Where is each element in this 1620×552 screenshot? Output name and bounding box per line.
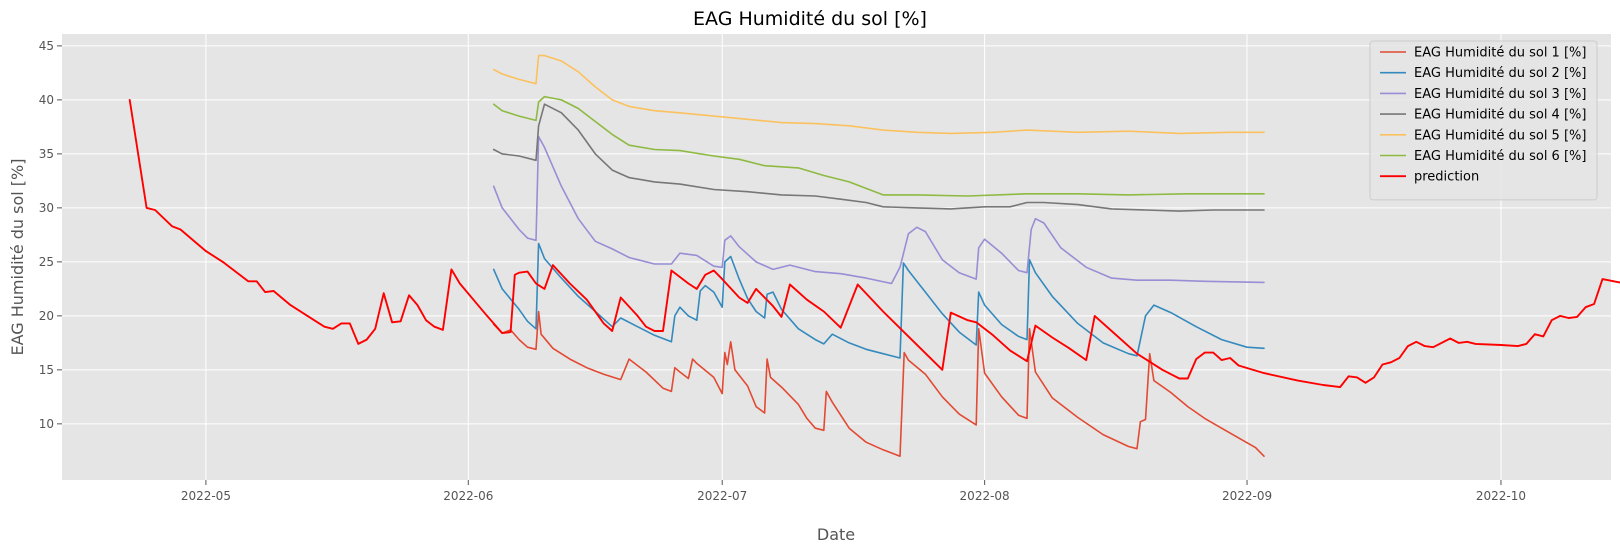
x-tick-label: 2022-08 xyxy=(960,489,1010,503)
y-tick-label: 15 xyxy=(39,363,54,377)
legend-box xyxy=(1369,40,1598,201)
legend-entry: EAG Humidité du sol 5 [%] xyxy=(1414,128,1586,143)
series-line-4 xyxy=(492,103,1265,212)
legend-entry: EAG Humidité du sol 1 [%] xyxy=(1414,46,1586,61)
legend-entry: EAG Humidité du sol 6 [%] xyxy=(1414,149,1586,164)
legend-entry: EAG Humidité du sol 4 [%] xyxy=(1414,108,1586,123)
series-line-5 xyxy=(492,54,1265,135)
y-tick-label: 45 xyxy=(39,39,54,53)
y-axis-label: EAG Humidité du sol [%] xyxy=(8,159,27,356)
x-axis-label: Date xyxy=(817,525,855,544)
x-tick-label: 2022-06 xyxy=(443,489,493,503)
y-tick-label: 10 xyxy=(39,417,54,431)
legend: EAG Humidité du sol 1 [%] EAG Humidité du… xyxy=(1369,40,1598,201)
grid xyxy=(62,34,1611,480)
plot-area xyxy=(62,34,1611,480)
y-tick-label: 20 xyxy=(39,309,54,323)
series-line-3 xyxy=(492,135,1265,285)
x-axis-ticks: 2022-05 2022-06 2022-07 2022-08 2022-09 2022-… xyxy=(181,480,1526,503)
legend-entry: EAG Humidité du sol 3 [%] xyxy=(1414,87,1586,102)
y-tick-label: 35 xyxy=(39,147,54,161)
chart-title: EAG Humidité du sol [%] xyxy=(693,8,927,30)
series-line-1 xyxy=(492,310,1265,458)
series-layer xyxy=(128,54,1620,458)
legend-entry: EAG Humidité du sol 2 [%] xyxy=(1414,66,1586,81)
x-tick-label: 2022-05 xyxy=(181,489,231,503)
y-tick-label: 40 xyxy=(39,93,54,107)
legend-entry: prediction xyxy=(1414,170,1479,185)
series-line-7 xyxy=(128,98,1620,389)
series-line-2 xyxy=(492,242,1265,359)
x-tick-label: 2022-07 xyxy=(697,489,747,503)
x-tick-label: 2022-09 xyxy=(1222,489,1272,503)
y-tick-label: 30 xyxy=(39,201,54,215)
series-line-6 xyxy=(492,95,1265,197)
y-tick-label: 25 xyxy=(39,255,54,269)
x-tick-label: 2022-10 xyxy=(1476,489,1526,503)
y-axis-ticks: 10 15 20 25 30 35 40 45 xyxy=(39,39,62,431)
